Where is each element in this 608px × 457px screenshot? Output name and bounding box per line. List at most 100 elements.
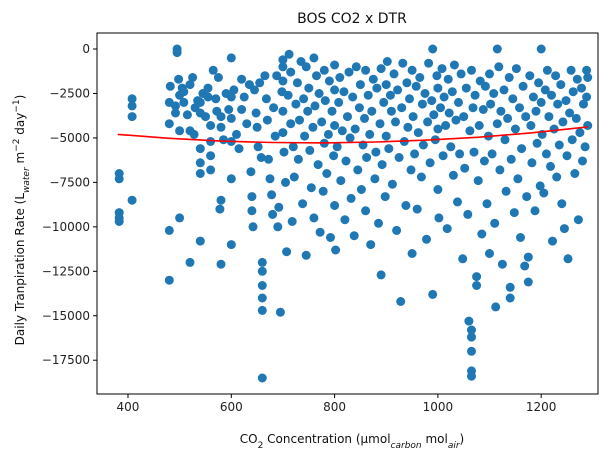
- x-tick-label: 1000: [423, 400, 454, 414]
- data-point: [406, 165, 416, 175]
- y-tick-label: −10000: [42, 220, 90, 234]
- data-point: [251, 108, 261, 118]
- data-point: [114, 217, 124, 226]
- data-point: [211, 94, 221, 104]
- x-tick-label: 1200: [526, 400, 557, 414]
- data-point: [509, 208, 519, 218]
- data-point: [467, 325, 476, 335]
- y-axis-title-sub-water: water: [22, 166, 32, 193]
- data-point: [363, 90, 373, 100]
- data-point: [287, 217, 297, 226]
- data-point: [330, 121, 340, 130]
- data-point: [472, 281, 482, 290]
- data-point: [463, 209, 473, 219]
- data-point: [443, 74, 453, 84]
- data-point: [255, 78, 265, 88]
- data-point: [499, 85, 509, 95]
- data-point: [370, 174, 380, 184]
- data-point: [242, 119, 252, 129]
- data-point: [367, 106, 377, 116]
- data-point: [324, 76, 334, 86]
- data-point: [536, 44, 546, 54]
- data-point: [164, 119, 174, 129]
- data-point: [327, 106, 337, 116]
- data-point: [179, 97, 189, 107]
- data-point: [492, 44, 502, 54]
- data-point: [313, 160, 323, 170]
- data-point: [447, 87, 457, 97]
- data-point: [402, 78, 412, 88]
- data-point: [517, 144, 527, 154]
- data-point: [185, 257, 195, 267]
- data-point: [518, 81, 528, 91]
- data-point: [439, 92, 449, 102]
- data-point: [329, 151, 339, 161]
- data-point: [256, 153, 266, 162]
- data-point: [216, 259, 226, 269]
- data-point: [525, 71, 535, 81]
- data-point: [469, 147, 479, 157]
- data-point: [299, 94, 309, 104]
- data-point: [474, 121, 484, 130]
- data-point: [552, 172, 562, 182]
- fit-curve-line: [117, 126, 588, 144]
- data-point: [226, 113, 236, 123]
- data-point: [436, 103, 445, 113]
- data-point: [270, 131, 280, 141]
- data-point: [273, 222, 283, 232]
- data-point: [417, 99, 427, 109]
- data-point: [226, 53, 236, 63]
- data-point: [467, 371, 476, 381]
- data-point: [381, 131, 391, 141]
- data-point: [247, 192, 257, 202]
- data-point: [480, 81, 490, 91]
- data-point: [339, 87, 349, 97]
- data-point: [420, 89, 430, 98]
- data-point: [274, 202, 284, 212]
- data-point: [195, 144, 205, 154]
- data-point: [546, 161, 555, 171]
- data-point: [195, 169, 205, 178]
- data-point: [226, 240, 236, 250]
- data-point: [568, 87, 578, 97]
- data-point: [298, 199, 308, 209]
- tick-marks: [93, 48, 542, 398]
- data-point: [386, 106, 396, 116]
- data-point: [516, 233, 525, 242]
- data-point: [308, 122, 318, 132]
- data-point: [567, 135, 577, 145]
- data-point: [267, 190, 277, 200]
- data-point: [441, 121, 451, 130]
- data-point: [521, 112, 531, 122]
- data-point: [127, 101, 137, 111]
- data-point: [570, 169, 580, 178]
- data-point: [351, 62, 361, 72]
- data-point: [387, 179, 397, 189]
- data-point: [310, 101, 320, 111]
- data-point: [413, 128, 423, 138]
- data-point: [219, 135, 228, 145]
- data-point: [470, 90, 480, 100]
- data-point: [382, 57, 392, 66]
- data-point: [456, 69, 466, 79]
- data-point: [368, 74, 378, 84]
- data-point: [467, 346, 476, 356]
- data-point: [252, 122, 262, 132]
- data-point: [561, 96, 571, 106]
- data-point: [479, 156, 489, 166]
- data-point: [317, 117, 327, 127]
- data-point: [203, 83, 213, 93]
- data-point: [571, 113, 581, 123]
- data-point: [334, 97, 344, 107]
- data-point: [332, 142, 342, 152]
- data-point: [455, 149, 465, 159]
- data-point: [504, 73, 514, 82]
- data-point: [335, 73, 345, 82]
- data-point: [278, 128, 288, 138]
- y-axis-title-mid-2: day: [13, 113, 27, 139]
- data-point: [278, 55, 288, 65]
- data-point: [403, 122, 413, 132]
- data-point: [391, 117, 400, 127]
- data-point: [360, 113, 369, 123]
